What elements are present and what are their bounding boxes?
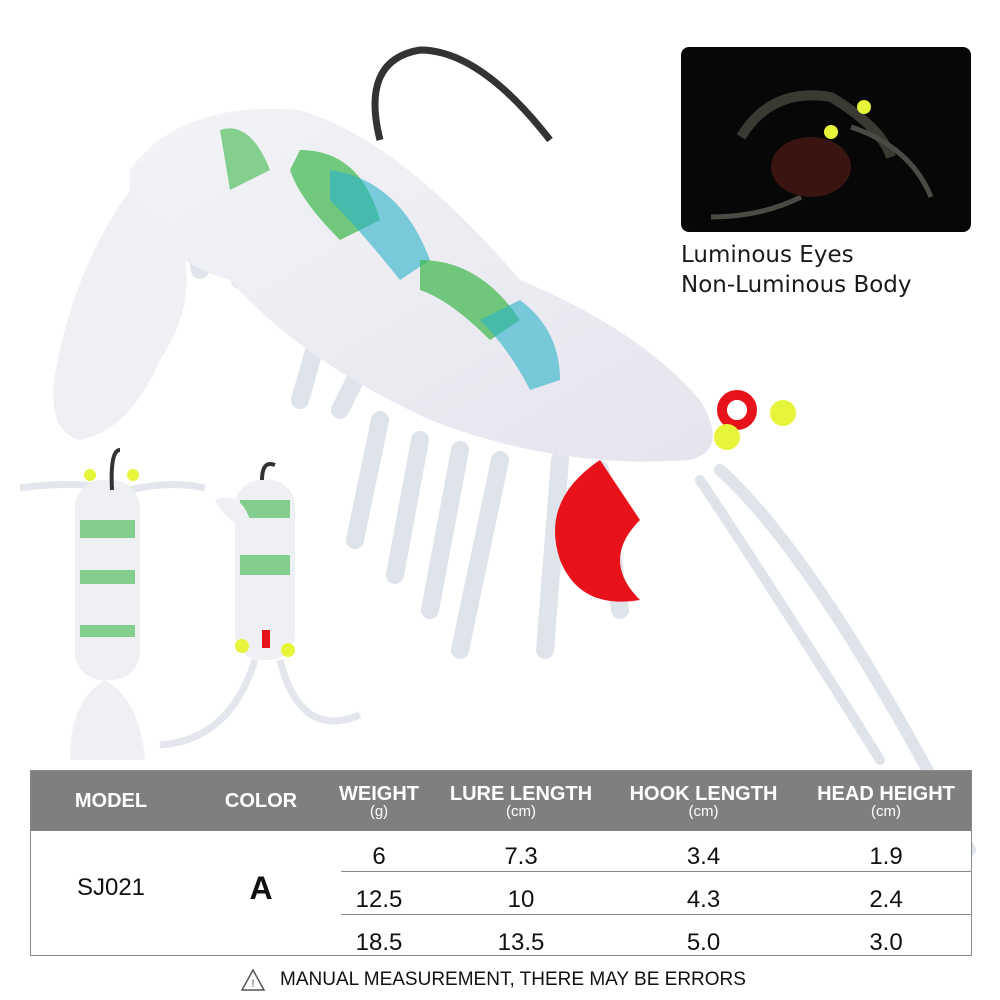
table-cell: 18.5 [355, 929, 403, 956]
header-weight: WEIGHT (g) [331, 771, 427, 831]
svg-text:!: ! [251, 978, 254, 990]
luminous-eyes-photo [681, 47, 971, 232]
table-cell: 1.9 [869, 843, 903, 870]
row-divider [341, 914, 971, 915]
header-hook-length: HOOK LENGTH (cm) [616, 771, 791, 831]
header-lure-length-label: LURE LENGTH [449, 783, 593, 805]
table-cell: 5.0 [686, 929, 721, 956]
header-hook-length-unit: (cm) [688, 803, 719, 820]
header-lure-length-unit: (cm) [506, 803, 536, 820]
shrimp-bottom-view [159, 462, 362, 749]
measurement-note: ! MANUAL MEASUREMENT, THERE MAY BE ERROR… [240, 968, 746, 992]
header-weight-unit: (g) [369, 803, 389, 820]
caption-luminous-eyes: Luminous Eyes [681, 242, 854, 268]
model-value: SJ021 [76, 874, 146, 901]
header-weight-label: WEIGHT [339, 783, 419, 805]
table-cell: 13.5 [497, 929, 545, 956]
table-cell: 3.4 [686, 843, 721, 870]
table-cell: 12.5 [355, 886, 403, 913]
table-cell: 6 [372, 843, 386, 870]
header-head-height: HEAD HEIGHT (cm) [801, 771, 971, 831]
header-head-height-label: HEAD HEIGHT [817, 783, 955, 805]
header-hook-length-label: HOOK LENGTH [629, 783, 778, 805]
spec-table: MODEL COLOR WEIGHT (g) LURE LENGTH (cm) HO… [30, 770, 972, 956]
shrimp-top-view [19, 448, 206, 760]
inset-caption: Luminous Eyes Non-Luminous Body [681, 240, 912, 300]
measurement-note-text: MANUAL MEASUREMENT, THERE MAY BE ERRORS [280, 969, 746, 990]
header-color: COLOR [224, 790, 298, 812]
header-head-height-unit: (cm) [871, 803, 901, 820]
row-divider [341, 871, 971, 872]
table-cell: 3.0 [869, 929, 903, 956]
header-lure-length: LURE LENGTH (cm) [436, 771, 606, 831]
header-model: MODEL [74, 790, 148, 812]
table-cell: 4.3 [686, 886, 721, 913]
warning-triangle-icon: ! [240, 968, 266, 991]
table-cell: 2.4 [869, 886, 903, 913]
table-header: MODEL COLOR WEIGHT (g) LURE LENGTH (cm) HO… [31, 771, 971, 831]
main-shrimp-lure [53, 46, 976, 856]
caption-non-luminous-body: Non-Luminous Body [681, 272, 912, 298]
table-cell: 7.3 [504, 843, 538, 870]
table-cell: 10 [507, 886, 535, 913]
color-value: A [249, 870, 273, 906]
